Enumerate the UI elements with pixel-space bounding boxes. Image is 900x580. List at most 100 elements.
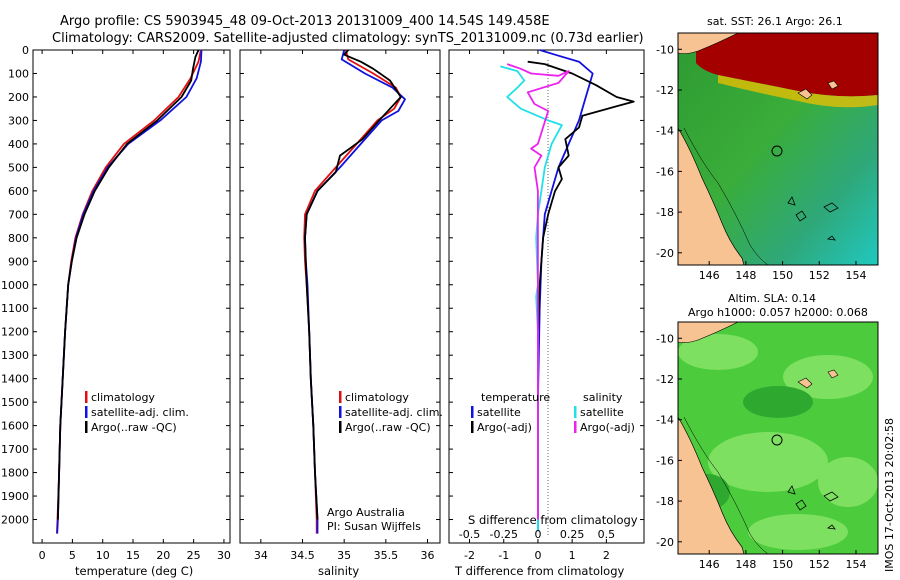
map-lon-label: 154: [845, 558, 866, 571]
s-diff-tick-label: -0.25: [490, 528, 518, 541]
map-lat-label: -18: [656, 206, 674, 219]
map-lat-label: -10: [656, 43, 674, 56]
x-tick-label: 34.5: [290, 549, 315, 562]
sst-map-frame: [677, 32, 879, 266]
temperature-frame: [32, 49, 231, 544]
sst-map-title: sat. SST: 26.1 Argo: 26.1: [707, 15, 843, 28]
s-diff-tick-label: 0.5: [598, 528, 616, 541]
sla-australia-land: [678, 416, 745, 554]
legend-label-satellite: satellite-adj. clim.: [345, 406, 443, 419]
depth-tick-label: 1200: [1, 326, 29, 339]
map-lon-label: 154: [845, 269, 866, 282]
x-tick-label: 25: [187, 549, 201, 562]
depth-tick-label: 2000: [1, 514, 29, 527]
salinity-y-ticks: [240, 49, 440, 521]
depth-tick-label: 400: [8, 138, 29, 151]
legend-label-t-argo: Argo(-adj): [477, 421, 532, 434]
map-lat-label: -10: [656, 332, 674, 345]
map-lon-label: 152: [809, 558, 830, 571]
depth-tick-label: 900: [8, 255, 29, 268]
salinity-frame: [239, 49, 441, 544]
difference-y-ticks: [449, 49, 644, 521]
difference-lines: [500, 49, 635, 532]
difference-x-ticks: -2 -1 0 1 2: [464, 50, 610, 562]
salinity-x-ticks: 34 34.5 35 35.5 36: [254, 50, 435, 562]
sst-reefs: [787, 196, 839, 241]
sla-map-ticks: 146 148 150 152 154 -10 -12 -14 -16 -18 -20: [656, 332, 866, 571]
series-climatology: [303, 49, 402, 534]
depth-tick-label: 600: [8, 185, 29, 198]
sst-reef-contour: [683, 127, 769, 265]
s-diff-tick-label: 0.25: [560, 528, 585, 541]
map-lat-label: -12: [656, 84, 674, 97]
temperature-lines: [56, 49, 203, 534]
title-line-1: Argo profile: CS 5903945_48 09-Oct-2013 …: [60, 14, 550, 29]
legend-swatch-t-satellite: [471, 406, 474, 418]
depth-tick-label: 1800: [1, 467, 29, 480]
s-diff-tick-label: 0: [534, 528, 541, 541]
sst-warm-edge: [718, 75, 878, 108]
depth-tick-label: 1600: [1, 420, 29, 433]
difference-panel: -2 -1 0 1 2 temperature salinity satellite A…: [448, 49, 645, 578]
map-lon-label: 152: [809, 269, 830, 282]
legend-swatch-argo: [85, 421, 88, 433]
map-lon-label: 150: [772, 269, 793, 282]
series-argo-raw-qc-: [304, 49, 402, 520]
x-tick-label: 20: [156, 549, 170, 562]
temperature-panel: 0100200300400500600700800900100011001200…: [1, 44, 231, 578]
x-tick-label: 36: [421, 549, 435, 562]
depth-tick-label: 700: [8, 208, 29, 221]
legend-label-argo: Argo(..raw -QC): [91, 421, 177, 434]
sst-map-ticks: 146 148 150 152 154 -10 -12 -14 -16 -18 -20: [656, 43, 866, 282]
sla-argo-marker: [771, 434, 783, 446]
sst-map-area: [678, 33, 878, 265]
salinity-legend: climatology satellite-adj. clim. Argo(..…: [339, 391, 443, 434]
series-satellite-adj-clim-: [304, 49, 406, 534]
legend-label-satellite: satellite-adj. clim.: [91, 406, 189, 419]
x-tick-label: 1: [569, 549, 576, 562]
difference-frame: [448, 49, 645, 544]
legend-swatch-satellite: [339, 406, 342, 418]
sla-blobs: [678, 334, 878, 550]
legend-swatch-argo: [339, 421, 342, 433]
depth-tick-label: 1000: [1, 279, 29, 292]
legend-title-temperature: temperature: [481, 391, 550, 404]
legend-label-s-satellite: satellite: [580, 406, 624, 419]
legend-swatch-s-satellite: [574, 406, 577, 418]
difference-legend: temperature salinity satellite Argo(-adj…: [471, 391, 635, 434]
legend-title-salinity: salinity: [583, 391, 623, 404]
imos-timestamp: IMOS 17-Oct-2013 20:02:58: [883, 418, 896, 572]
x-tick-label: 35.5: [374, 549, 399, 562]
sla-map-frame: [677, 321, 879, 555]
map-lon-label: 146: [699, 558, 720, 571]
sla-map-area: [678, 322, 878, 554]
legend-label-climatology: climatology: [345, 391, 409, 404]
depth-tick-label: 200: [8, 91, 29, 104]
sla-islands: [797, 369, 839, 389]
map-lat-label: -18: [656, 495, 674, 508]
depth-tick-label: 1300: [1, 349, 29, 362]
salinity-panel: 34 34.5 35 35.5 36 climatology satellite-adj…: [239, 49, 443, 578]
depth-tick-label: 1100: [1, 302, 29, 315]
depth-tick-label: 100: [8, 67, 29, 80]
annotation-pi: PI: Susan Wijffels: [327, 520, 421, 533]
map-lat-label: -20: [656, 536, 674, 549]
legend-label-t-satellite: satellite: [477, 406, 521, 419]
t-diff-label: T difference from climatology: [454, 564, 625, 578]
series-climatology: [56, 49, 202, 534]
sst-australia-land: [678, 127, 745, 265]
legend-swatch-s-argo: [574, 421, 577, 433]
sla-map-subtitle: Argo h1000: 0.057 h2000: 0.068: [688, 306, 868, 319]
depth-tick-label: 300: [8, 114, 29, 127]
x-tick-label: -1: [498, 549, 509, 562]
map-lon-label: 148: [735, 558, 756, 571]
x-tick-label: 10: [96, 549, 110, 562]
map-lat-label: -14: [656, 414, 674, 427]
sst-argo-marker: [771, 145, 783, 157]
x-tick-label: 0: [39, 549, 46, 562]
sla-map-title: Altim. SLA: 0.14: [728, 292, 816, 305]
depth-tick-label: 1700: [1, 443, 29, 456]
x-tick-label: 2: [603, 549, 610, 562]
depth-tick-label: 0: [22, 44, 29, 57]
sla-reef-contour: [683, 416, 769, 554]
